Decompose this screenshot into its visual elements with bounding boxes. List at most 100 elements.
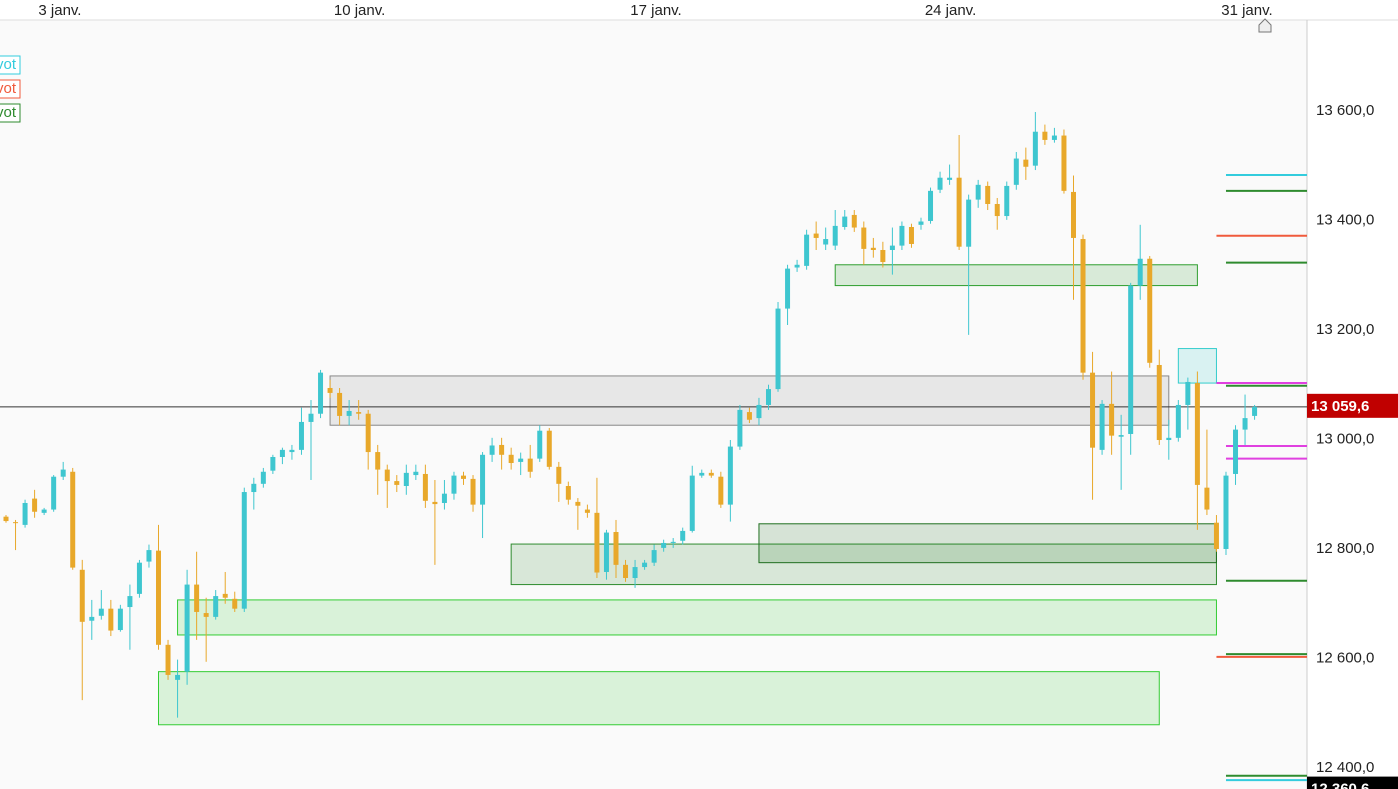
candle-body bbox=[318, 372, 324, 414]
candle-body bbox=[146, 550, 152, 562]
candle-body bbox=[108, 608, 114, 631]
candle-body bbox=[727, 446, 733, 505]
candle-body bbox=[851, 214, 857, 228]
candle-body bbox=[1061, 135, 1067, 191]
candle-body bbox=[289, 449, 295, 453]
candle-body bbox=[975, 184, 981, 200]
candle-body bbox=[584, 509, 590, 513]
candle-body bbox=[213, 596, 219, 617]
candle-body bbox=[460, 475, 466, 479]
candle-body bbox=[1032, 131, 1038, 166]
x-tick-label: 10 janv. bbox=[334, 2, 385, 19]
y-tick-label: 13 400,0 bbox=[1316, 211, 1374, 228]
candle-body bbox=[556, 466, 562, 484]
candle-body bbox=[251, 483, 257, 493]
candle-body bbox=[937, 177, 943, 190]
candle-body bbox=[699, 472, 705, 476]
candle-body bbox=[327, 387, 333, 393]
candle-body bbox=[117, 608, 123, 631]
candle-body bbox=[1051, 135, 1057, 140]
candle-body bbox=[775, 308, 781, 390]
candle-body bbox=[1252, 406, 1258, 416]
candle-body bbox=[270, 456, 276, 471]
legend-box bbox=[0, 55, 21, 75]
candle-body bbox=[880, 249, 886, 263]
candle-body bbox=[489, 445, 495, 455]
candle-body bbox=[1185, 381, 1191, 405]
candle-body bbox=[813, 233, 819, 238]
candle-body bbox=[546, 430, 552, 467]
price-marker-label: 12 360,6 bbox=[1311, 781, 1369, 789]
candle-body bbox=[337, 392, 343, 416]
candle-body bbox=[899, 225, 905, 246]
candle-body bbox=[1242, 418, 1248, 430]
candle-body bbox=[70, 471, 76, 568]
x-tick-label: 17 janv. bbox=[630, 2, 681, 19]
candle-body bbox=[918, 221, 924, 225]
candle-body bbox=[518, 458, 524, 462]
candle-body bbox=[689, 475, 695, 531]
candle-body bbox=[1023, 159, 1029, 167]
candle-body bbox=[966, 199, 972, 247]
candle-body bbox=[365, 413, 371, 453]
candle-body bbox=[1013, 158, 1019, 185]
candle-body bbox=[861, 227, 867, 249]
candle-body bbox=[432, 501, 438, 505]
candle-body bbox=[222, 593, 228, 598]
candle-body bbox=[127, 596, 133, 608]
candle-body bbox=[613, 532, 619, 565]
candle-body bbox=[718, 476, 724, 505]
candle-body bbox=[1128, 285, 1134, 434]
y-tick-label: 12 800,0 bbox=[1316, 540, 1374, 557]
zones bbox=[158, 264, 1217, 726]
candle-body bbox=[680, 530, 686, 541]
candle-body bbox=[156, 550, 162, 645]
x-tick-label: 24 janv. bbox=[925, 2, 976, 19]
candle-body bbox=[375, 452, 381, 470]
candle-body bbox=[756, 404, 762, 419]
candle-body bbox=[1223, 475, 1229, 549]
candle-body bbox=[13, 522, 19, 524]
candle-body bbox=[708, 472, 714, 476]
candle-body bbox=[1147, 258, 1153, 363]
candle-body bbox=[1166, 437, 1172, 441]
candle-body bbox=[232, 598, 238, 609]
candle-body bbox=[3, 516, 9, 522]
candle-body bbox=[594, 512, 600, 573]
candle-body bbox=[527, 458, 533, 472]
candle-body bbox=[1042, 131, 1048, 140]
candle-body bbox=[1099, 403, 1105, 450]
candle-body bbox=[32, 498, 38, 512]
levels bbox=[0, 173, 1307, 782]
home-button[interactable] bbox=[1258, 18, 1272, 33]
candle-body bbox=[1070, 191, 1076, 238]
candle-body bbox=[508, 454, 514, 464]
candle-body bbox=[956, 177, 962, 247]
candle-body bbox=[642, 562, 648, 568]
candle-body bbox=[499, 444, 505, 455]
candle-body bbox=[1004, 185, 1010, 217]
candle-body bbox=[480, 454, 486, 505]
candle-body bbox=[947, 177, 953, 180]
candle-body bbox=[908, 226, 914, 244]
candle-body bbox=[1233, 429, 1239, 474]
candle-body bbox=[889, 245, 895, 250]
candle-body bbox=[575, 501, 581, 506]
candle-body bbox=[765, 389, 771, 405]
candle-body bbox=[308, 413, 314, 422]
candle-body bbox=[823, 239, 829, 245]
candle-body bbox=[670, 541, 676, 543]
legend-label: vot bbox=[0, 104, 17, 121]
candle-body bbox=[1213, 522, 1219, 549]
candles bbox=[3, 111, 1258, 718]
candle-body bbox=[422, 473, 428, 501]
y-tick-label: 13 000,0 bbox=[1316, 430, 1374, 447]
candle-body bbox=[165, 644, 171, 675]
candle-body bbox=[89, 616, 95, 621]
candle-body bbox=[98, 608, 104, 616]
y-tick-label: 12 400,0 bbox=[1316, 759, 1374, 776]
candle-body bbox=[1090, 372, 1096, 448]
candle-body bbox=[194, 584, 200, 612]
candle-body bbox=[623, 564, 629, 579]
zone bbox=[177, 599, 1217, 636]
